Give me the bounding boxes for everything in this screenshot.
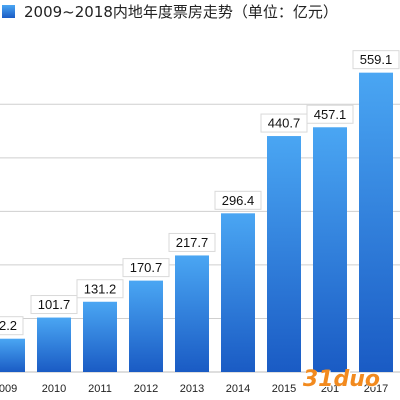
value-label-box: [214, 190, 262, 210]
value-label-2016: 457.1: [314, 107, 347, 122]
legend-swatch: [2, 4, 15, 18]
x-tick-2009: 009: [0, 383, 17, 395]
value-label-box: [122, 258, 170, 278]
value-label-2015: 440.7: [268, 116, 301, 131]
bar-2011: [83, 301, 117, 372]
bar-2009: [0, 338, 25, 372]
bar-2017: [359, 72, 393, 372]
value-label-box: [30, 295, 78, 315]
value-label-2010: 101.7: [38, 297, 71, 312]
value-label-box: [76, 279, 124, 299]
value-label-box: [0, 316, 24, 336]
value-label-box: [306, 104, 354, 124]
chart-legend: 2009~2018内地年度票房走势（单位：亿元）: [2, 0, 338, 22]
x-tick-2012: 2012: [134, 383, 158, 395]
x-tick-labels: 009 2010 2011 2012 2013 2014 2015 201 2017: [0, 383, 388, 395]
value-label-2013: 217.7: [176, 235, 209, 250]
x-tick-2017: 2017: [364, 383, 388, 395]
x-tick-2013: 2013: [180, 383, 204, 395]
value-labels: 2.2 101.7 131.2 170.7 217.7 296.4 440.7 457.1 55…: [0, 50, 400, 336]
value-label-2011: 131.2: [84, 281, 117, 296]
value-label-box: [168, 232, 216, 252]
x-tick-2014: 2014: [226, 383, 250, 395]
bar-2015: [267, 136, 301, 372]
value-label-2012: 170.7: [130, 260, 163, 275]
bar-2016: [313, 127, 347, 372]
bar-2013: [175, 255, 209, 372]
legend-label: 2009~2018内地年度票房走势（单位：亿元）: [24, 2, 338, 21]
x-tick-2011: 2011: [88, 383, 112, 395]
value-label-box: [352, 50, 400, 70]
value-label-2009: 2.2: [0, 318, 17, 333]
x-tick-2010: 2010: [42, 383, 66, 395]
x-tick-2015: 2015: [272, 383, 296, 395]
value-label-2017: 559.1: [360, 52, 393, 67]
value-label-2014: 296.4: [222, 193, 255, 208]
bar-2014: [221, 213, 255, 372]
bar-2012: [129, 280, 163, 372]
x-tick-2016: 201: [321, 383, 339, 395]
bars: [0, 72, 393, 372]
watermark: 31duo: [302, 367, 380, 392]
bar-2010: [37, 317, 71, 372]
